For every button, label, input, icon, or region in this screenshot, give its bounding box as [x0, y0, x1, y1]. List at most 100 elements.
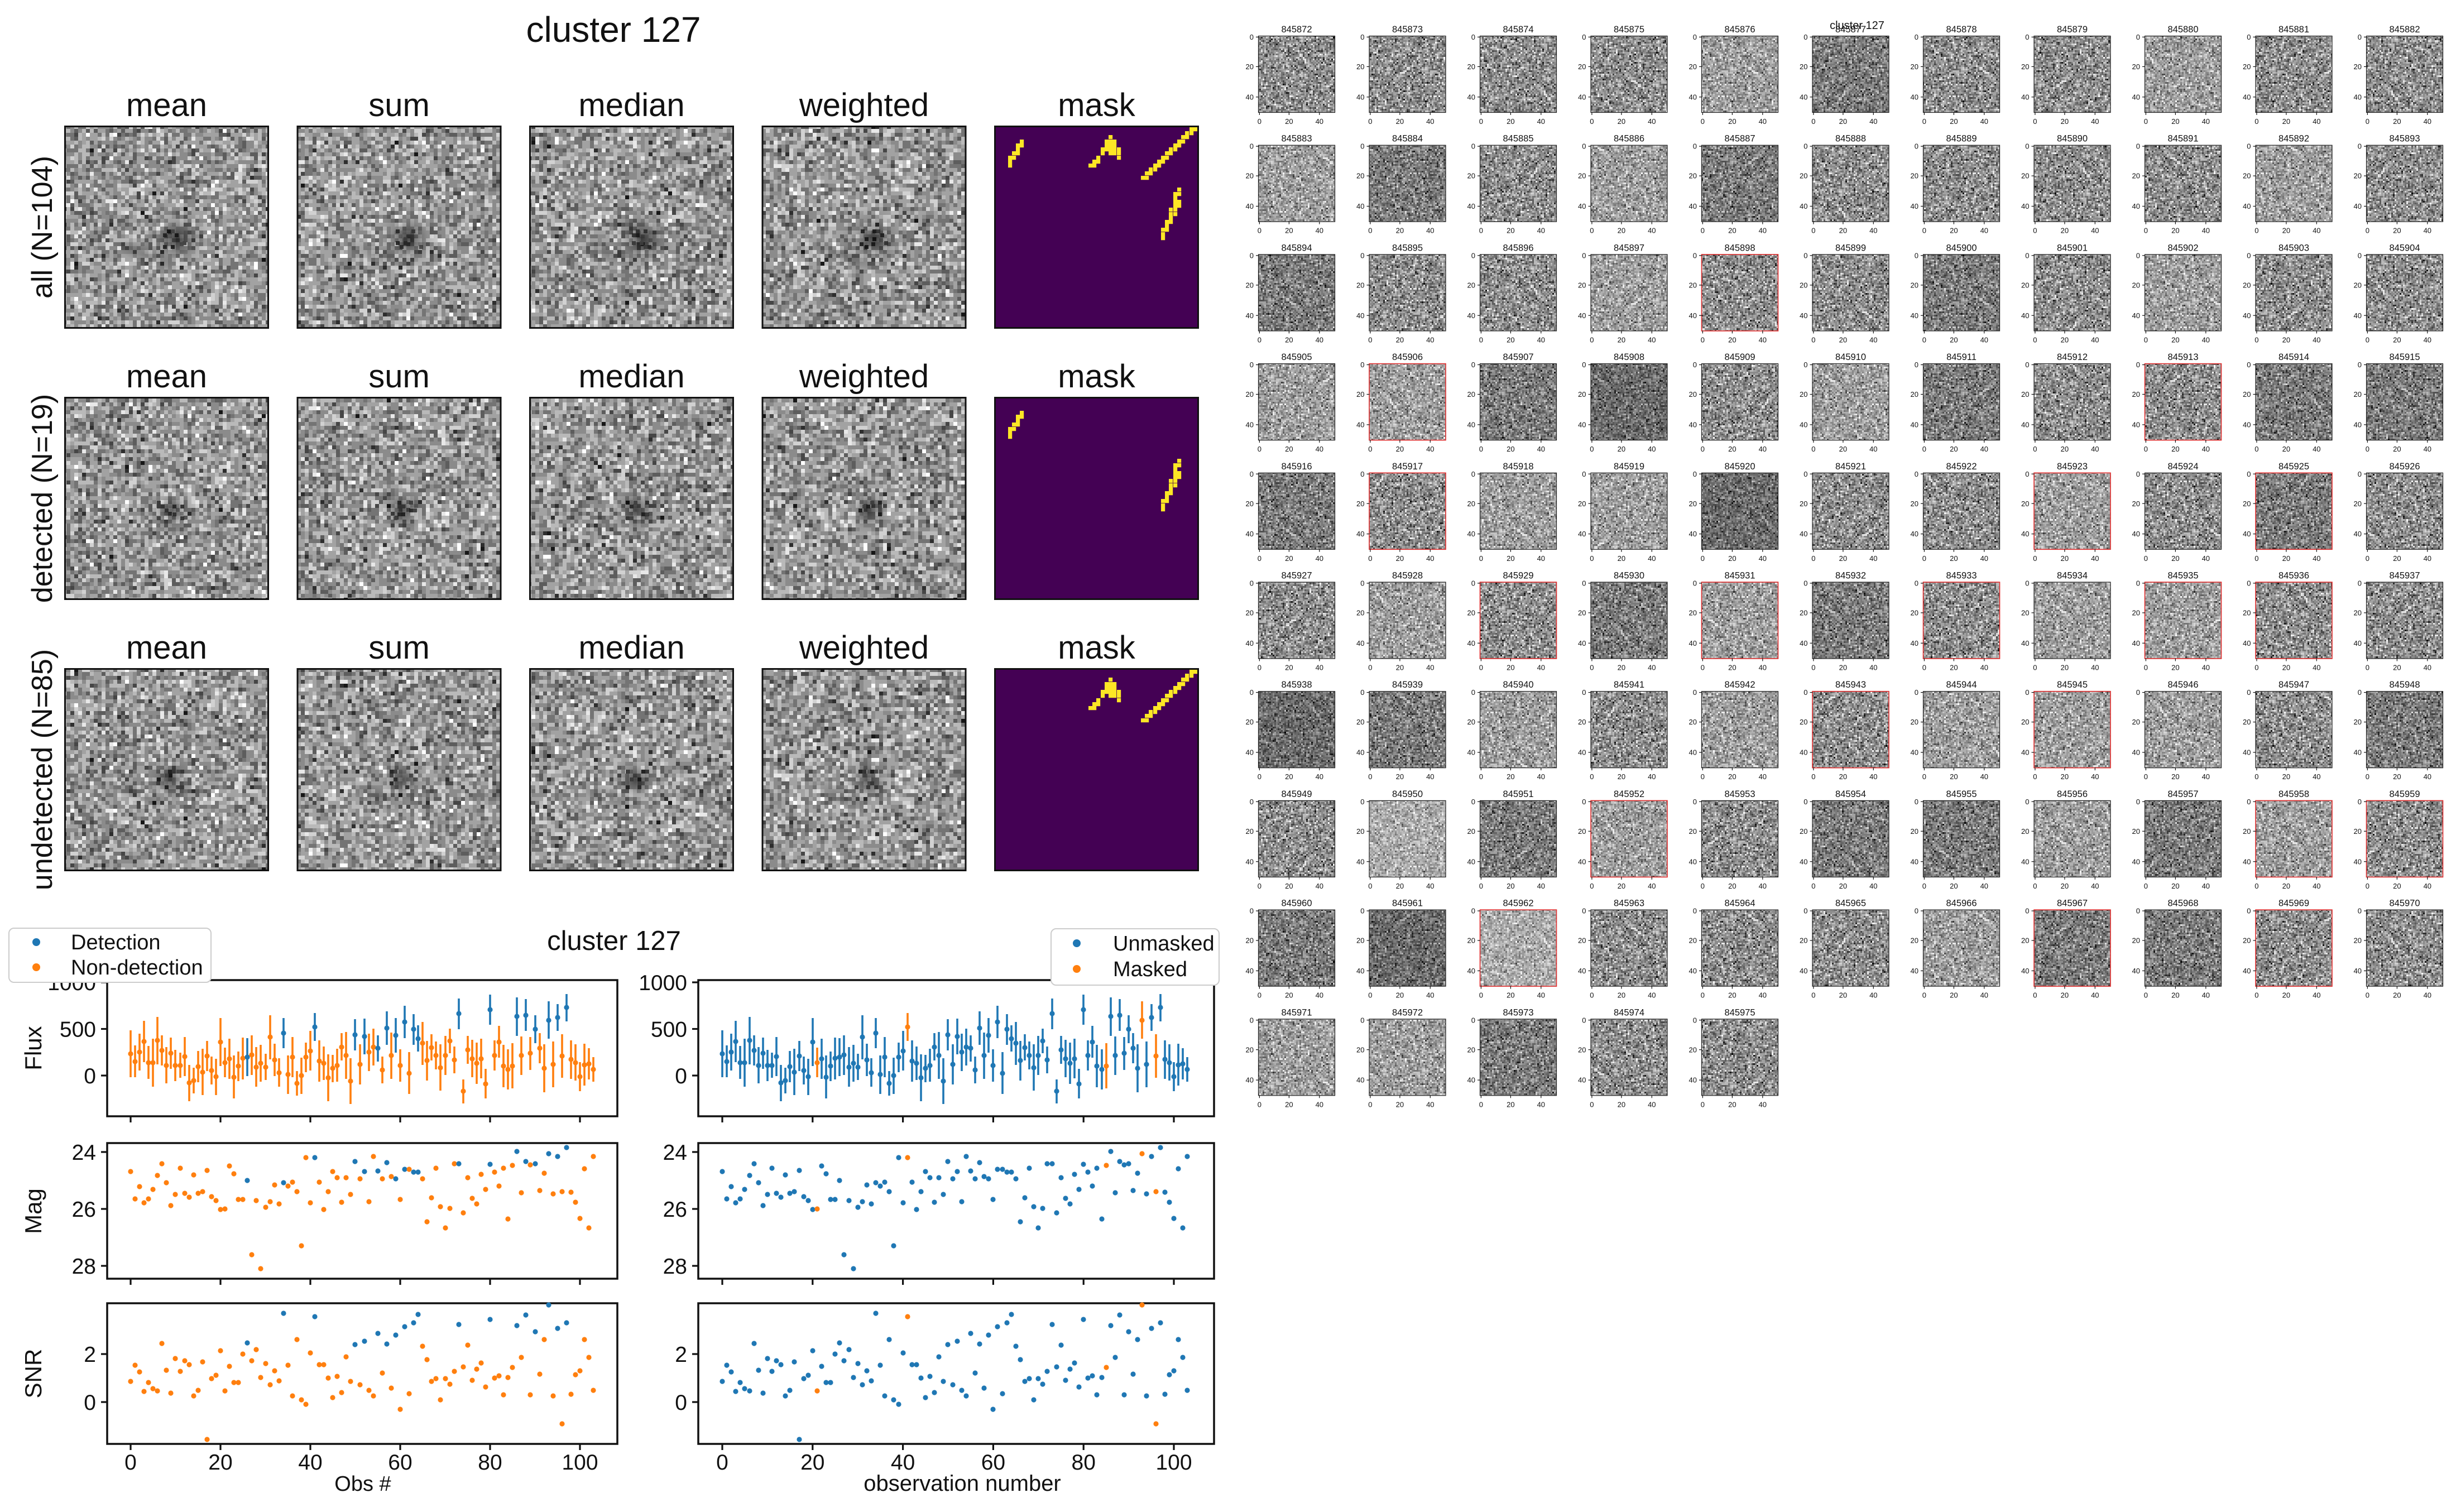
svg-text:0: 0 [1360, 798, 1364, 806]
svg-text:0: 0 [675, 1064, 687, 1088]
svg-text:0: 0 [1479, 772, 1483, 781]
svg-text:20: 20 [1246, 937, 1254, 945]
svg-text:40: 40 [1578, 421, 1586, 429]
svg-text:40: 40 [2424, 882, 2431, 890]
svg-text:20: 20 [1285, 772, 1293, 781]
svg-text:40: 40 [2354, 748, 2362, 757]
svg-text:845893: 845893 [2389, 134, 2420, 144]
svg-text:20: 20 [1728, 117, 1736, 126]
svg-text:60: 60 [388, 1451, 412, 1475]
svg-text:0: 0 [1922, 335, 1926, 344]
svg-text:20: 20 [2061, 335, 2069, 344]
svg-text:40: 40 [1689, 967, 1697, 975]
svg-text:0: 0 [1701, 227, 1705, 235]
svg-text:40: 40 [1759, 335, 1767, 344]
svg-text:845963: 845963 [1614, 899, 1644, 909]
svg-text:20: 20 [2132, 609, 2140, 617]
svg-text:40: 40 [2243, 93, 2251, 101]
svg-text:0: 0 [2247, 470, 2251, 478]
svg-text:0: 0 [1360, 361, 1364, 369]
svg-text:20: 20 [1396, 227, 1404, 235]
svg-text:20: 20 [2354, 172, 2362, 180]
svg-text:40: 40 [1578, 1076, 1586, 1084]
svg-text:0: 0 [2025, 142, 2029, 151]
svg-text:20: 20 [1689, 827, 1697, 836]
svg-text:40: 40 [2313, 991, 2320, 1000]
svg-text:40: 40 [1869, 445, 1877, 453]
svg-text:20: 20 [1578, 281, 1586, 289]
svg-text:40: 40 [2021, 967, 2029, 975]
svg-text:Flux: Flux [20, 1026, 46, 1070]
svg-text:845935: 845935 [2167, 571, 2198, 581]
svg-text:100: 100 [562, 1451, 598, 1475]
svg-text:40: 40 [1869, 882, 1877, 890]
svg-text:0: 0 [1701, 1100, 1705, 1108]
svg-text:40: 40 [2313, 445, 2320, 453]
svg-text:0: 0 [1479, 445, 1483, 453]
svg-text:0: 0 [1471, 33, 1475, 41]
svg-text:20: 20 [1689, 937, 1697, 945]
svg-text:20: 20 [2171, 445, 2179, 453]
svg-text:40: 40 [1869, 991, 1877, 1000]
svg-text:0: 0 [1803, 907, 1807, 915]
svg-text:0: 0 [1360, 1016, 1364, 1024]
svg-text:40: 40 [1246, 421, 1254, 429]
svg-text:20: 20 [1618, 117, 1625, 126]
svg-text:845925: 845925 [2278, 462, 2309, 472]
svg-text:20: 20 [1396, 335, 1404, 344]
svg-text:0: 0 [2144, 117, 2148, 126]
svg-text:0: 0 [2136, 142, 2140, 151]
svg-text:845938: 845938 [1281, 680, 1312, 690]
svg-text:40: 40 [1356, 202, 1364, 210]
svg-text:20: 20 [1285, 335, 1293, 344]
svg-text:845934: 845934 [2057, 571, 2088, 581]
svg-text:40: 40 [1759, 664, 1767, 672]
svg-text:20: 20 [1950, 991, 1958, 1000]
svg-text:0: 0 [1258, 772, 1261, 781]
svg-text:0: 0 [1258, 445, 1261, 453]
svg-text:0: 0 [1250, 579, 1254, 588]
svg-text:Obs #: Obs # [334, 1472, 391, 1496]
svg-text:20: 20 [1578, 937, 1586, 945]
svg-text:0: 0 [1250, 251, 1254, 260]
svg-text:40: 40 [2202, 664, 2210, 672]
svg-text:20: 20 [1396, 554, 1404, 563]
svg-text:20: 20 [2393, 445, 2401, 453]
svg-text:0: 0 [1811, 335, 1815, 344]
svg-text:20: 20 [1728, 335, 1736, 344]
svg-text:845969: 845969 [2278, 899, 2309, 909]
svg-text:40: 40 [298, 1451, 322, 1475]
svg-text:40: 40 [1356, 1076, 1364, 1084]
svg-text:40: 40 [1426, 335, 1434, 344]
svg-text:0: 0 [1922, 227, 1926, 235]
svg-text:20: 20 [1950, 664, 1958, 672]
svg-text:0: 0 [1915, 251, 1918, 260]
svg-text:0: 0 [1803, 798, 1807, 806]
svg-text:0: 0 [1811, 227, 1815, 235]
svg-text:0: 0 [2033, 227, 2037, 235]
svg-text:0: 0 [2025, 33, 2029, 41]
svg-text:0: 0 [1471, 907, 1475, 915]
svg-text:20: 20 [1689, 172, 1697, 180]
svg-text:40: 40 [1537, 554, 1545, 563]
svg-text:0: 0 [1701, 335, 1705, 344]
svg-text:40: 40 [1246, 202, 1254, 210]
svg-text:0: 0 [1250, 361, 1254, 369]
svg-text:40: 40 [1578, 857, 1586, 866]
svg-text:845886: 845886 [1614, 134, 1644, 144]
svg-text:40: 40 [1648, 445, 1656, 453]
svg-text:845923: 845923 [2057, 462, 2088, 472]
svg-text:0: 0 [2247, 798, 2251, 806]
svg-text:0: 0 [1471, 251, 1475, 260]
svg-text:845874: 845874 [1503, 25, 1533, 35]
svg-text:20: 20 [1950, 227, 1958, 235]
svg-text:845931: 845931 [1724, 571, 1755, 581]
svg-text:20: 20 [1467, 718, 1475, 726]
svg-text:845872: 845872 [1281, 25, 1312, 35]
svg-text:845898: 845898 [1724, 243, 1755, 253]
svg-text:0: 0 [2366, 664, 2369, 672]
svg-text:0: 0 [2254, 227, 2258, 235]
svg-text:40: 40 [1800, 93, 1807, 101]
svg-text:0: 0 [2358, 470, 2362, 478]
svg-text:40: 40 [1467, 639, 1475, 647]
